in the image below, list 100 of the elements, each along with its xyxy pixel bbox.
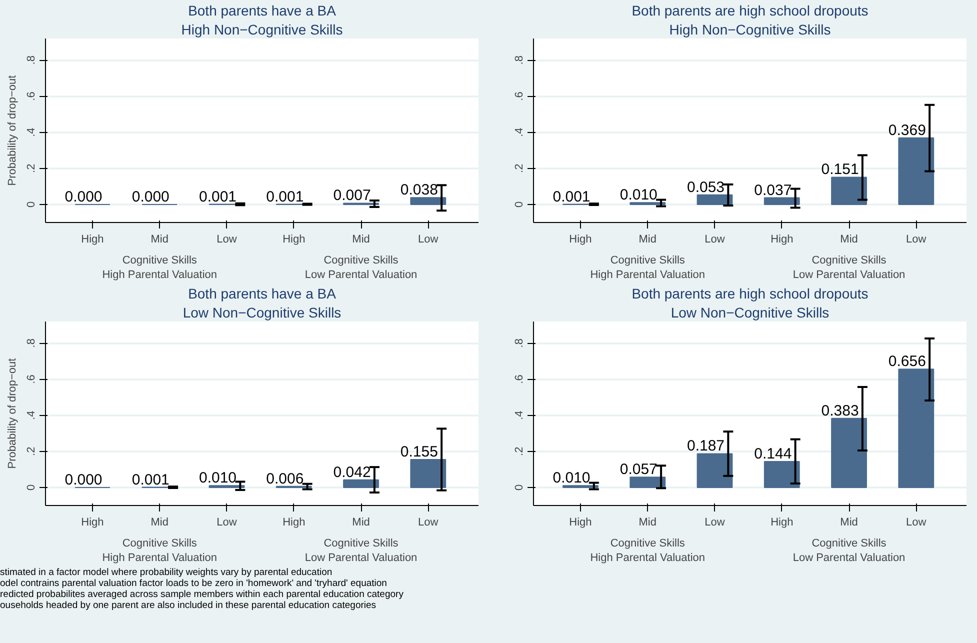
y-tick-label: .6 — [26, 92, 38, 101]
y-tick-label: .2 — [26, 164, 38, 173]
y-tick-label: 0 — [26, 484, 38, 491]
text: ouseholds headed by one parent are also included in these parental education categories — [0, 600, 376, 611]
text: Cognitive Skills High Parental Valuation — [590, 538, 706, 564]
data-label: 0.042 — [333, 464, 371, 481]
bar — [764, 197, 800, 205]
text: Cognitive Skills Low Parental Valuation — [304, 538, 418, 564]
chart-title: Both parents have a BA — [188, 2, 337, 18]
y-tick-label: .2 — [26, 446, 38, 456]
text: Cognitive Skills Low Parental Valuation — [792, 538, 906, 564]
chart-subtitle: Low Non−Cognitive Skills — [182, 304, 342, 320]
x-tick-label: Low — [704, 234, 725, 246]
x-tick-label: Mid — [638, 234, 656, 246]
x-tick-label: Mid — [840, 516, 858, 528]
data-label: 0.038 — [400, 182, 438, 199]
bar — [898, 368, 934, 488]
bar — [831, 418, 867, 488]
y-tick-label: 0 — [26, 201, 38, 208]
x-tick-label: Low — [216, 516, 237, 528]
bar — [898, 137, 934, 205]
data-label: 0.010 — [198, 470, 237, 487]
data-label: 0.383 — [821, 402, 859, 420]
text: Cognitive Skills High Parental Valuation — [102, 538, 218, 564]
x-tick-label: Mid — [352, 516, 370, 528]
chart-subtitle: High Non−Cognitive Skills — [181, 22, 343, 38]
x-tick-label: Mid — [352, 234, 370, 246]
y-axis-title: Probability of drop−out — [6, 75, 18, 186]
y-tick-label: .4 — [514, 410, 526, 420]
x-tick-label: Low — [216, 234, 237, 246]
bar — [696, 194, 733, 205]
data-label: 0.000 — [64, 188, 102, 206]
x-tick-label: Low — [418, 234, 438, 246]
data-label: 0.151 — [821, 161, 859, 178]
data-label: 0.007 — [333, 187, 371, 204]
y-tick-label: .8 — [514, 56, 526, 65]
chart-subtitle: Low Non−Cognitive Skills — [670, 304, 830, 320]
chart-title: Both parents have a BA — [188, 286, 337, 302]
text: stimated in a factor model where probability weights vary by parental education — [0, 567, 332, 578]
data-label: 0.010 — [620, 186, 658, 204]
data-label: 0.155 — [400, 444, 438, 460]
y-axis-title: Probability of drop−out — [6, 358, 18, 469]
y-tick-label: .2 — [514, 446, 526, 456]
data-label: 0.000 — [64, 471, 102, 488]
bar — [831, 176, 867, 205]
x-tick-label: High — [81, 234, 104, 246]
data-label: 0.053 — [686, 178, 725, 196]
x-tick-label: High — [81, 516, 104, 528]
x-tick-label: Mid — [150, 234, 168, 246]
text: Cognitive Skills High Parental Valuation — [590, 254, 706, 281]
bar — [764, 460, 800, 488]
data-label: 0.001 — [132, 471, 170, 488]
x-tick-label: High — [770, 516, 794, 528]
data-label: 0.144 — [754, 445, 792, 462]
x-tick-label: Low — [906, 234, 926, 246]
y-tick-label: .6 — [514, 374, 526, 384]
text: redicted probabilites averaged across sample members within each parental education category — [0, 588, 404, 600]
text: Cognitive Skills High Parental Valuation — [102, 254, 218, 281]
x-tick-label: High — [282, 234, 306, 246]
data-label: 0.037 — [754, 182, 792, 199]
chart-subtitle: High Non−Cognitive Skills — [669, 22, 831, 38]
y-tick-label: .6 — [26, 374, 38, 384]
x-tick-label: Mid — [638, 516, 656, 528]
y-tick-label: .6 — [514, 92, 526, 101]
data-label: 0.010 — [552, 470, 590, 487]
data-label: 0.057 — [620, 461, 658, 478]
x-tick-label: High — [569, 516, 592, 528]
y-tick-label: 0 — [514, 484, 526, 491]
chart-title: Both parents are high school dropouts — [632, 286, 868, 302]
bar — [410, 459, 446, 488]
data-label: 0.006 — [266, 470, 304, 488]
x-tick-label: High — [569, 234, 592, 246]
y-tick-label: .4 — [26, 410, 38, 420]
y-tick-label: 0 — [514, 201, 526, 208]
x-tick-label: High — [770, 234, 794, 246]
x-tick-label: High — [282, 516, 306, 528]
text: odel contrains parental valuation factor loads to be zero in 'homework' and 'tryhard' equation — [0, 578, 387, 589]
x-tick-label: Low — [704, 516, 725, 528]
text: Cognitive Skills Low Parental Valuation — [792, 254, 906, 281]
data-label: 0.001 — [266, 188, 304, 206]
x-tick-label: Low — [418, 516, 438, 528]
data-label: 0.000 — [132, 188, 170, 206]
y-tick-label: .8 — [514, 338, 526, 348]
data-label: 0.656 — [888, 353, 926, 370]
x-tick-label: Mid — [840, 234, 858, 246]
data-label: 0.187 — [686, 438, 725, 455]
bar — [630, 476, 666, 488]
chart-title: Both parents are high school dropouts — [632, 2, 868, 18]
y-tick-label: .4 — [26, 128, 38, 137]
bar — [696, 453, 733, 488]
y-tick-label: .4 — [514, 128, 526, 137]
bar — [343, 479, 379, 488]
data-label: 0.001 — [198, 188, 237, 206]
x-tick-label: Mid — [150, 516, 168, 528]
y-tick-label: .2 — [514, 164, 526, 173]
x-tick-label: Low — [906, 516, 926, 528]
text: Cognitive Skills Low Parental Valuation — [304, 254, 418, 281]
y-tick-label: .8 — [26, 56, 38, 65]
data-label: 0.369 — [888, 122, 926, 139]
data-label: 0.001 — [552, 188, 590, 206]
